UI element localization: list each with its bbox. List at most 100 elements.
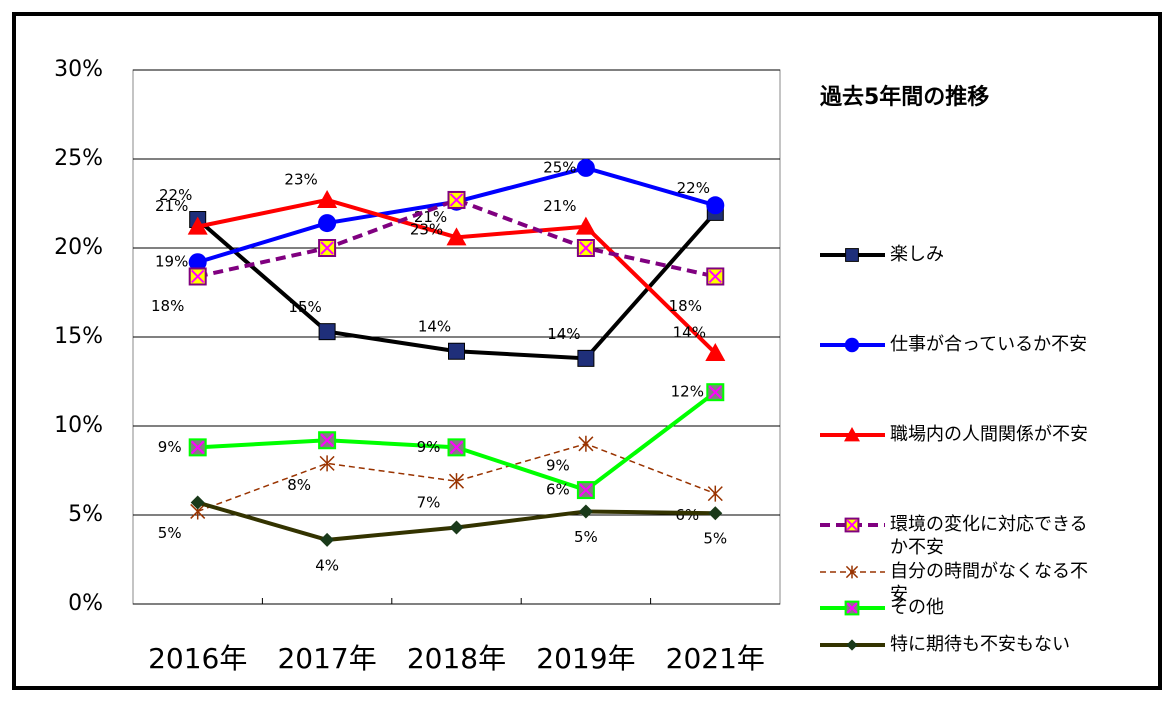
data-label: 5% xyxy=(574,528,598,546)
marker xyxy=(317,189,338,208)
data-label: 7% xyxy=(417,494,441,512)
series-line xyxy=(197,197,716,279)
data-label: 12% xyxy=(671,383,704,401)
y-tick-label: 25% xyxy=(54,146,103,171)
marker xyxy=(706,267,725,286)
frame xyxy=(12,12,1162,690)
x-tick-label: 2019年 xyxy=(536,642,635,675)
legend-label: 自分の時間がなくなる不安 xyxy=(890,561,1088,605)
marker xyxy=(575,216,596,235)
x-tick-label: 2018年 xyxy=(407,642,506,675)
marker xyxy=(448,342,465,360)
marker xyxy=(845,248,859,262)
data-label: 14% xyxy=(418,318,451,336)
marker xyxy=(318,214,337,233)
y-tick-label: 0% xyxy=(68,591,103,616)
marker-x xyxy=(708,385,723,399)
data-label: 4% xyxy=(315,556,339,574)
marker xyxy=(188,438,207,457)
y-tick-label: 5% xyxy=(68,502,103,527)
legend-label-line: 環境の変化に対応できる xyxy=(890,514,1088,535)
marker xyxy=(846,639,858,651)
data-label: 22% xyxy=(159,186,192,204)
data-label: 6% xyxy=(546,481,570,499)
marker xyxy=(188,267,207,286)
marker xyxy=(318,431,337,450)
data-label: 6% xyxy=(675,506,699,524)
marker xyxy=(707,485,723,502)
marker xyxy=(318,323,336,341)
marker-x xyxy=(708,269,723,284)
x-tick-label: 2016年 xyxy=(148,642,247,675)
data-label: 5% xyxy=(158,524,182,542)
marker xyxy=(844,427,860,442)
marker xyxy=(576,481,595,500)
y-tick-label: 20% xyxy=(54,235,103,260)
marker xyxy=(447,438,466,457)
legend-label: 環境の変化に対応できるか不安 xyxy=(890,514,1088,558)
data-label: 25% xyxy=(543,158,576,176)
marker-x xyxy=(320,433,334,447)
marker-x xyxy=(846,602,858,614)
x-tick-label: 2021年 xyxy=(666,642,765,675)
legend-label: 職場内の人間関係が不安 xyxy=(890,424,1088,445)
marker-x xyxy=(190,440,205,455)
y-tick-label: 10% xyxy=(54,413,103,438)
series-line xyxy=(197,443,716,513)
data-label: 19% xyxy=(155,253,188,271)
marker xyxy=(705,343,726,362)
marker xyxy=(188,253,207,272)
legend-label: 特に期待も不安もない xyxy=(890,634,1070,655)
legend-label-line: 自分の時間がなくなる不 xyxy=(890,561,1088,582)
marker xyxy=(190,495,205,510)
legend-label: 仕事が合っているか不安 xyxy=(890,334,1087,355)
data-label: 18% xyxy=(151,297,184,315)
legend-label: 楽しみ xyxy=(890,244,944,265)
legend-label-line: か不安 xyxy=(890,537,944,558)
marker xyxy=(844,337,860,353)
marker-x xyxy=(846,519,858,531)
marker xyxy=(844,600,860,616)
marker-x xyxy=(190,269,205,284)
x-tick-label: 2017年 xyxy=(277,642,376,675)
data-label: 14% xyxy=(547,325,580,343)
marker xyxy=(578,504,593,519)
data-label: 8% xyxy=(287,476,311,494)
marker-x xyxy=(320,241,334,255)
marker-x xyxy=(449,440,464,455)
marker xyxy=(706,383,725,402)
marker xyxy=(577,349,595,367)
chart-title: 過去5年間の推移 xyxy=(820,84,989,110)
data-label: 23% xyxy=(410,220,443,238)
data-label: 21% xyxy=(414,208,447,226)
marker xyxy=(845,565,859,579)
marker xyxy=(447,190,466,209)
data-label: 9% xyxy=(158,438,182,456)
data-label: 18% xyxy=(669,297,702,315)
data-label: 14% xyxy=(673,324,706,342)
data-label: 5% xyxy=(703,530,727,548)
data-label: 9% xyxy=(546,456,570,474)
marker-x xyxy=(579,241,593,255)
marker xyxy=(446,227,467,246)
marker xyxy=(706,196,725,215)
marker xyxy=(576,239,595,257)
marker xyxy=(320,532,335,547)
y-tick-label: 30% xyxy=(54,57,103,82)
marker xyxy=(448,473,465,490)
marker xyxy=(449,520,464,535)
marker-x xyxy=(449,193,464,207)
data-label: 22% xyxy=(677,179,710,197)
marker xyxy=(708,506,723,521)
legend-label: その他 xyxy=(890,597,944,618)
marker xyxy=(576,158,595,177)
data-label: 9% xyxy=(417,438,441,456)
marker xyxy=(318,239,337,257)
legend-label-line: 安 xyxy=(890,584,908,605)
marker xyxy=(578,435,594,452)
series-line xyxy=(197,197,717,355)
data-label: 23% xyxy=(284,170,317,188)
marker xyxy=(319,455,335,472)
data-label: 15% xyxy=(288,298,321,316)
